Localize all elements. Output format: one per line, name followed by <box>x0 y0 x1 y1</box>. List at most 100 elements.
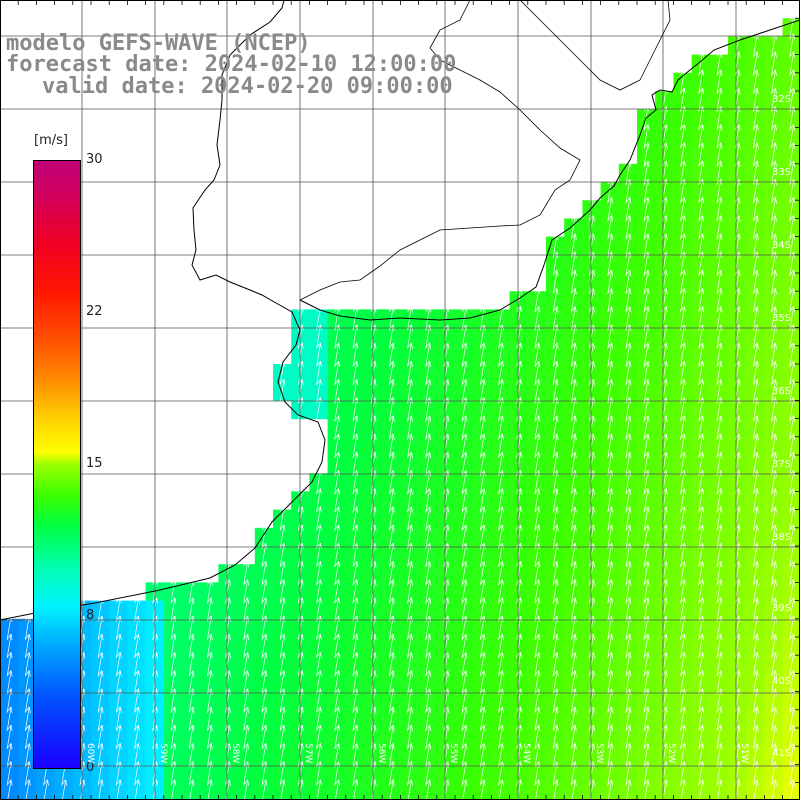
wind-arrow <box>789 652 796 677</box>
wind-arrow <box>479 579 486 604</box>
wind-arrow <box>552 269 559 295</box>
wind-arrow <box>570 652 577 677</box>
coastline <box>0 0 800 621</box>
wind-arrow <box>625 233 632 258</box>
wind-arrow <box>479 633 486 659</box>
wind-arrow <box>771 360 777 386</box>
wind-arrow <box>789 743 796 768</box>
colorbar-tick-8: 8 <box>86 608 95 623</box>
wind-arrow <box>388 379 395 404</box>
wind-arrow <box>607 197 614 222</box>
wind-arrow <box>552 397 559 422</box>
wind-arrow <box>698 633 705 659</box>
wind-arrow <box>680 524 686 549</box>
wind-arrow <box>352 342 359 367</box>
wind-arrow <box>479 706 486 731</box>
wind-arrow <box>461 342 468 367</box>
wind-arrow <box>225 597 231 622</box>
wind-arrow <box>643 670 650 695</box>
wind-arrow <box>279 561 286 586</box>
wind-arrow <box>461 597 468 622</box>
wind-arrow <box>643 488 650 513</box>
wind-arrow <box>407 415 413 440</box>
wind-arrow <box>316 524 322 549</box>
wind-arrow <box>607 524 614 549</box>
wind-arrow <box>716 597 723 622</box>
wind-arrow <box>680 379 686 404</box>
wind-arrow <box>261 633 268 659</box>
wind-arrow <box>698 524 705 549</box>
wind-arrow <box>479 561 486 586</box>
wind-arrow <box>479 306 486 331</box>
wind-arrow <box>789 506 796 531</box>
wind-arrow <box>388 706 395 731</box>
wind-arrow <box>716 269 723 295</box>
wind-arrow <box>607 269 614 295</box>
wind-arrow <box>498 506 504 531</box>
wind-arrow <box>570 561 577 586</box>
wind-arrow <box>698 306 705 331</box>
wind-arrow <box>243 561 250 586</box>
wind-arrow <box>643 397 650 422</box>
wind-arrow <box>479 342 486 367</box>
wind-arrow <box>625 597 632 622</box>
wind-arrow <box>334 415 341 440</box>
wind-arrow <box>316 724 322 750</box>
wind-arrow <box>771 415 777 440</box>
wind-arrow <box>334 433 341 458</box>
wind-arrow <box>552 506 559 531</box>
wind-arrow <box>461 379 468 404</box>
wind-arrow <box>716 397 723 422</box>
wind-arrow <box>534 506 541 531</box>
lon-label: 52W <box>666 743 676 764</box>
wind-arrow <box>516 379 523 404</box>
wind-arrow <box>425 488 432 513</box>
lat-label: 38S <box>772 532 792 543</box>
wind-arrow <box>425 670 432 695</box>
wind-arrow <box>570 415 577 440</box>
wind-arrow <box>243 633 250 659</box>
wind-arrow <box>352 488 359 513</box>
wind-arrow <box>24 652 31 677</box>
wind-arrow <box>534 360 541 386</box>
wind-arrow <box>752 579 759 604</box>
wind-arrow <box>334 397 341 422</box>
wind-arrow <box>643 633 650 659</box>
wind-arrow <box>188 633 195 659</box>
wind-arrow <box>570 342 577 367</box>
wind-arrow <box>479 397 486 422</box>
wind-arrow <box>607 652 614 677</box>
wind-arrow <box>570 288 577 313</box>
forecast-date: forecast date: 2024-02-10 12:00:00 <box>6 52 457 77</box>
wind-arrow <box>643 579 650 604</box>
wind-arrow <box>716 743 723 768</box>
wind-arrow <box>789 215 796 240</box>
wind-arrow <box>589 288 595 313</box>
wind-arrow <box>425 633 432 659</box>
wind-arrow <box>643 233 650 258</box>
wind-arrow <box>516 415 523 440</box>
wind-arrow <box>789 415 796 440</box>
wind-arrow <box>516 724 523 750</box>
wind-arrow <box>752 306 759 331</box>
wind-arrow <box>225 579 231 604</box>
wind-arrow <box>334 670 341 695</box>
wind-arrow <box>552 288 559 313</box>
wind-arrow <box>334 561 341 586</box>
wind-arrow <box>206 597 213 622</box>
wind-arrow <box>552 579 559 604</box>
wind-arrow <box>607 288 614 313</box>
wind-arrow <box>698 597 705 622</box>
wind-arrow <box>789 15 796 40</box>
wind-arrow <box>698 124 705 149</box>
wind-arrow <box>498 652 504 677</box>
wind-arrow <box>461 488 468 513</box>
wind-arrow <box>716 706 723 731</box>
wind-arrow <box>570 506 577 531</box>
wind-arrow <box>498 342 504 367</box>
wind-arrow <box>279 652 286 677</box>
wind-arrow <box>443 451 450 477</box>
wind-arrow <box>752 379 759 404</box>
wind-arrow <box>589 633 595 659</box>
